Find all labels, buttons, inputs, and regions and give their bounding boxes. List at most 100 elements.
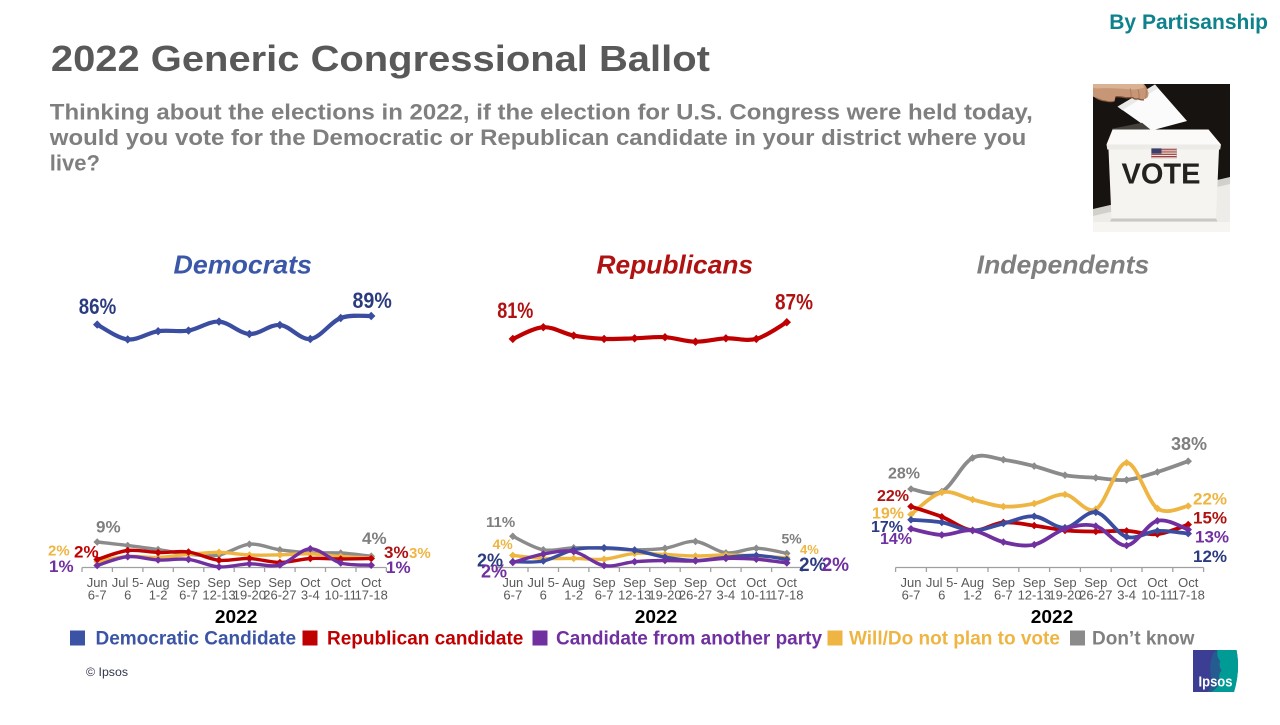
svg-text:19-20: 19-20 [648,587,681,602]
svg-text:Sep: Sep [177,575,200,590]
svg-text:28%: 28% [888,466,920,483]
svg-text:1%: 1% [386,558,411,577]
svg-text:13%: 13% [1195,528,1229,547]
svg-text:4%: 4% [800,542,819,557]
svg-text:Republican candidate: Republican candidate [327,629,523,650]
svg-text:Ipsos: Ipsos [1199,675,1233,691]
svg-text:would you vote for the Democra: would you vote for the Democratic or Rep… [49,125,1027,150]
svg-text:12-13: 12-13 [202,587,235,602]
svg-text:10-11: 10-11 [1141,587,1173,602]
svg-text:19%: 19% [872,506,904,523]
svg-text:3%: 3% [409,545,431,562]
svg-text:Oct: Oct [1147,575,1168,590]
svg-text:2022: 2022 [215,606,258,627]
svg-text:Republicans: Republicans [597,250,754,280]
svg-text:2022: 2022 [635,606,678,627]
svg-text:2%: 2% [481,562,507,582]
svg-text:3-4: 3-4 [1117,587,1136,602]
svg-text:Democratic Candidate: Democratic Candidate [96,629,297,650]
svg-text:6: 6 [124,587,131,602]
svg-text:2022: 2022 [1031,606,1074,627]
svg-text:15%: 15% [1193,509,1227,528]
svg-text:3-4: 3-4 [301,587,320,602]
svg-text:Jun: Jun [901,575,922,590]
svg-text:Sep: Sep [1053,575,1076,590]
svg-text:6-7: 6-7 [994,587,1013,602]
svg-text:By Partisanship: By Partisanship [1109,11,1268,34]
svg-text:© Ipsos: © Ipsos [86,665,128,679]
svg-text:19-20: 19-20 [233,587,266,602]
svg-text:2%: 2% [74,543,99,562]
svg-text:Democrats: Democrats [174,250,312,280]
svg-text:1%: 1% [49,557,74,576]
svg-text:Aug: Aug [961,575,984,590]
svg-text:1-2: 1-2 [564,587,583,602]
svg-text:2022 Generic Congressional Bal: 2022 Generic Congressional Ballot [51,38,710,79]
svg-text:89%: 89% [353,288,392,313]
svg-text:Thinking about the elections i: Thinking about the elections in 2022, if… [50,99,1033,124]
svg-text:Sep: Sep [268,575,291,590]
svg-text:Oct: Oct [361,575,382,590]
svg-text:1-2: 1-2 [149,587,168,602]
svg-text:Don’t know: Don’t know [1092,629,1195,650]
svg-text:19-20: 19-20 [1048,587,1081,602]
svg-text:4%: 4% [362,529,387,548]
svg-text:Oct: Oct [331,575,352,590]
svg-text:5%: 5% [782,531,803,547]
svg-text:Jul 5-: Jul 5- [112,575,144,590]
svg-text:Independents: Independents [977,250,1150,280]
svg-text:26-27: 26-27 [1079,587,1112,602]
svg-text:6: 6 [540,587,547,602]
svg-text:10-11: 10-11 [740,587,772,602]
svg-text:12-13: 12-13 [1018,587,1051,602]
svg-text:Sep: Sep [593,575,616,590]
svg-text:6-7: 6-7 [595,587,614,602]
svg-text:Jun: Jun [87,575,108,590]
svg-text:12%: 12% [1193,547,1227,566]
svg-text:Oct: Oct [716,575,737,590]
svg-text:Sep: Sep [684,575,707,590]
svg-text:2%: 2% [799,555,827,576]
svg-text:22%: 22% [1193,490,1227,509]
svg-text:Oct: Oct [777,575,798,590]
svg-text:Candidate from another party: Candidate from another party [556,629,822,650]
svg-text:1-2: 1-2 [963,587,982,602]
svg-text:Sep: Sep [1023,575,1046,590]
svg-text:3-4: 3-4 [717,587,736,602]
svg-text:17-18: 17-18 [355,587,388,602]
svg-text:81%: 81% [497,298,533,323]
svg-text:17%: 17% [871,519,903,536]
svg-text:Aug: Aug [147,575,170,590]
svg-text:11%: 11% [486,514,515,531]
svg-text:2%: 2% [477,550,503,570]
svg-text:Oct: Oct [746,575,767,590]
svg-text:Sep: Sep [623,575,646,590]
svg-text:17-18: 17-18 [1172,587,1205,602]
svg-text:Oct: Oct [1116,575,1137,590]
svg-text:Sep: Sep [207,575,230,590]
svg-text:26-27: 26-27 [679,587,712,602]
svg-text:87%: 87% [775,289,813,314]
svg-text:VOTE: VOTE [1122,159,1201,191]
svg-text:Jul 5-: Jul 5- [926,575,958,590]
svg-text:22%: 22% [877,488,909,505]
svg-text:3%: 3% [384,543,409,562]
svg-text:17-18: 17-18 [770,587,803,602]
svg-text:Aug: Aug [562,575,585,590]
svg-text:6: 6 [938,587,945,602]
svg-text:6-7: 6-7 [88,587,107,602]
svg-text:Jul 5-: Jul 5- [527,575,559,590]
svg-text:10-11: 10-11 [325,587,357,602]
svg-text:6-7: 6-7 [902,587,921,602]
svg-text:Sep: Sep [1084,575,1107,590]
svg-text:14%: 14% [880,531,912,548]
svg-text:6-7: 6-7 [503,587,522,602]
svg-text:Oct: Oct [300,575,321,590]
svg-text:Jun: Jun [502,575,523,590]
svg-text:9%: 9% [96,517,121,536]
svg-text:Sep: Sep [992,575,1015,590]
svg-text:26-27: 26-27 [263,587,296,602]
svg-text:12-13: 12-13 [618,587,651,602]
svg-text:Oct: Oct [1178,575,1199,590]
svg-text:live?: live? [50,151,100,176]
